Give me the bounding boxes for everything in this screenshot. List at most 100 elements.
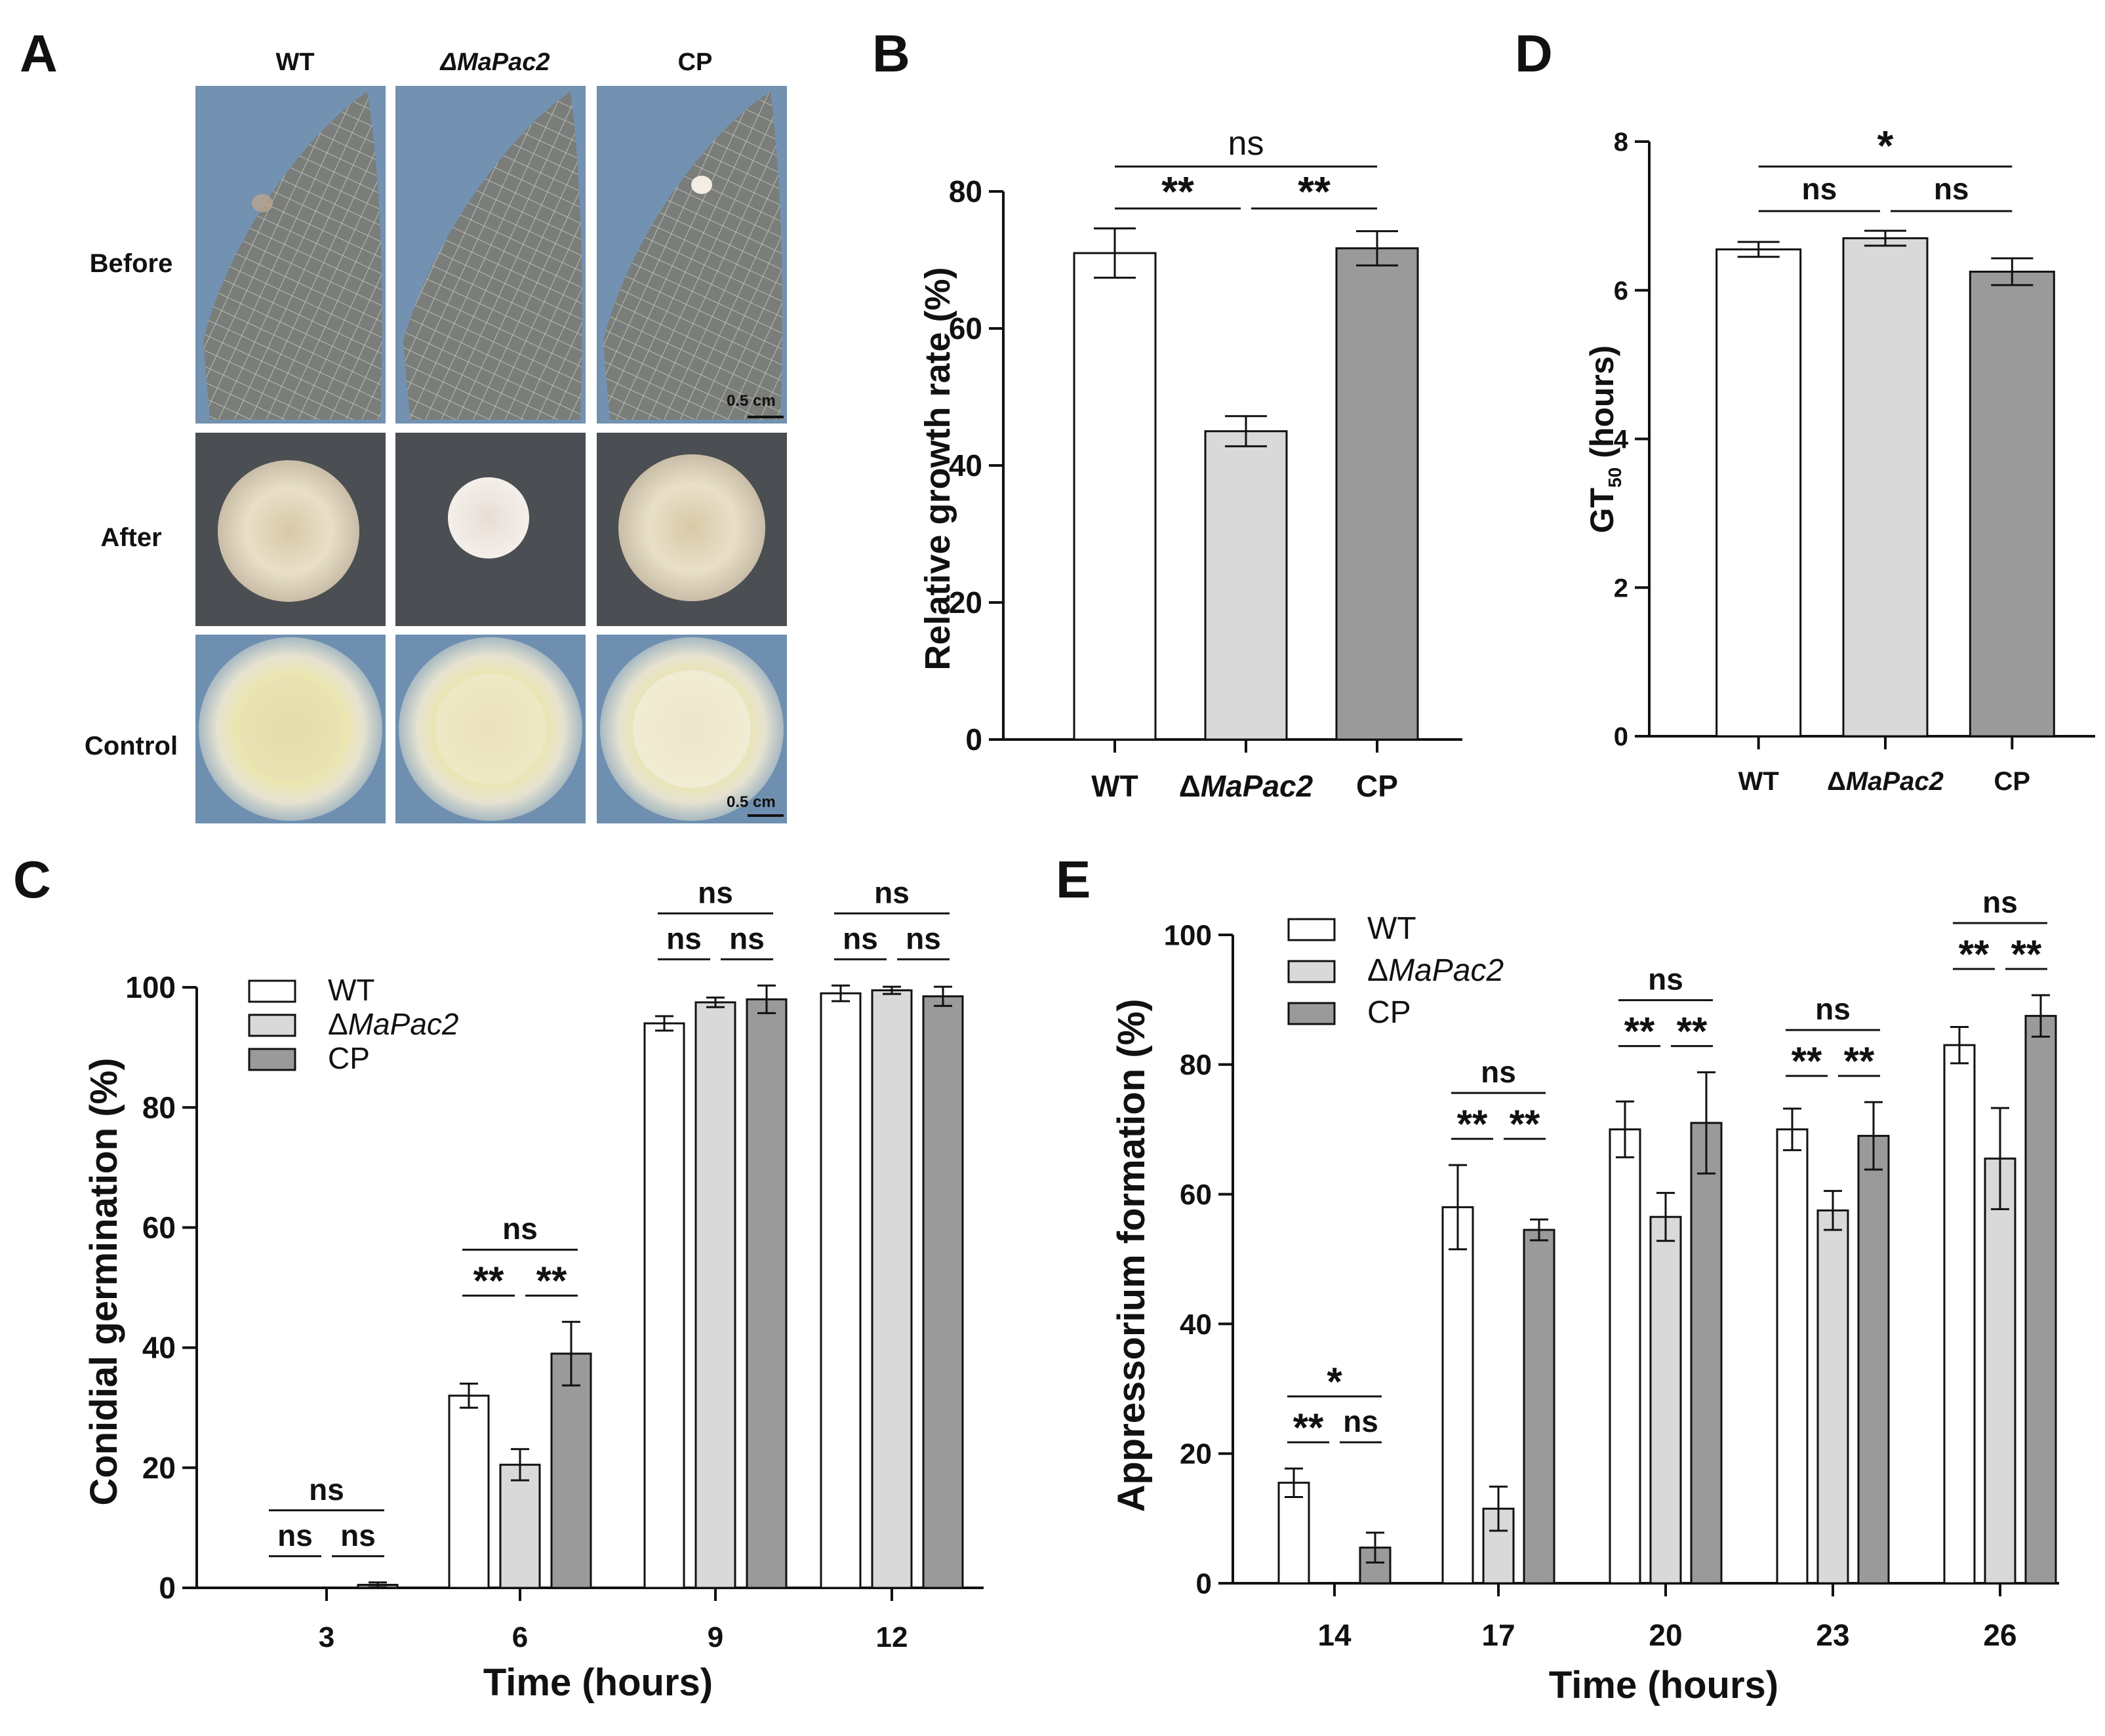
control-row [195, 635, 787, 823]
chart-b-y-axis: 0 20 40 60 80 [949, 174, 1005, 757]
chart-e-legend: WT ΔMaPac2 CP [1287, 911, 1504, 1030]
chart-c-error-bar [883, 985, 901, 995]
chart-b-y-label: Relative growth rate (%) [918, 267, 957, 670]
chart-e-error-bar [1697, 1071, 1715, 1175]
chart-d-sig-label: ns [1934, 172, 1969, 206]
chart-e-sig-label: ** [1510, 1102, 1540, 1146]
chart-e-y-tick-label: 100 [1164, 919, 1212, 951]
chart-c-bar [871, 989, 913, 1589]
chart-e-error-bar [1656, 1192, 1675, 1242]
chart-e-sig-label: ** [1677, 1010, 1708, 1054]
chart-d-y-tick-label: 2 [1614, 574, 1628, 602]
chart-e-sig-label: ** [1844, 1039, 1875, 1083]
chart-d-sig-label: ns [1801, 172, 1837, 206]
chart-c-sig-label: ns [843, 921, 878, 955]
chart-d-y-tick-label: 8 [1614, 128, 1628, 157]
chart-c-bar [922, 995, 964, 1589]
chart-c-sig-label: ns [698, 875, 733, 909]
chart-e-y-axis: 0 20 40 60 80 100 [1164, 919, 1234, 1600]
chart-b-y-tick-label: 0 [965, 722, 982, 757]
chart-c-sig-label: ns [874, 875, 910, 909]
chart-c-x-label: Time (hours) [483, 1661, 713, 1704]
panel-label-d: D [1515, 24, 1553, 83]
chart-c-bar [820, 992, 862, 1589]
chart-e-error-bar [1783, 1107, 1801, 1151]
chart-c-x-tick-label: 12 [876, 1621, 908, 1653]
chart-c-error-bar [562, 1320, 580, 1387]
chart-d-y-axis: 0 2 4 6 8 [1614, 128, 1651, 751]
chart-c-x-tick-label: 6 [512, 1621, 528, 1653]
chart-c-sig-label: ** [536, 1259, 567, 1303]
chart-e-sig-label: ** [1959, 932, 1990, 976]
chart-e-error-bar [1530, 1218, 1548, 1242]
chart-e-sig-label: ** [1792, 1039, 1822, 1083]
chart-e-x-tick-label: 20 [1649, 1618, 1682, 1652]
chart-e-sig-label: ns [1481, 1055, 1516, 1089]
chart-e-sig-label: ** [1293, 1406, 1324, 1450]
chart-c-sig-label: ns [729, 921, 765, 955]
chart-b-x-tick-label: ΔMaPac2 [1179, 769, 1313, 803]
chart-e-y-tick-label: 0 [1196, 1568, 1212, 1600]
chart-c-y-tick-label: 40 [142, 1331, 176, 1365]
chart-e-error-bar [1489, 1486, 1508, 1532]
photo-column-header: CP [677, 49, 713, 76]
chart-e-bar [1943, 1044, 1976, 1585]
chart-e-bar [1609, 1128, 1641, 1585]
chart-e-error-bar [1864, 1101, 1883, 1171]
before-row [195, 86, 787, 424]
chart-e-y-tick-label: 60 [1180, 1179, 1212, 1211]
chart-d-bar [1715, 248, 1802, 738]
panel-label-a: A [20, 24, 58, 83]
chart-e-sig-label: ** [1624, 1010, 1655, 1054]
chart-c-sig-label: ns [666, 921, 702, 955]
chart-e-bar [1690, 1122, 1723, 1585]
chart-c-legend-label: CP [328, 1041, 370, 1075]
chart-c-bar [499, 1463, 541, 1589]
photo-grid-graphic [195, 86, 787, 823]
panel-label-e: E [1056, 850, 1091, 909]
chart-c-y-label: Conidial germination (%) [83, 1057, 125, 1505]
chart-b: WT ΔMaPac2 CP ns ** ** Relative growth rate (%… [918, 125, 1462, 803]
chart-e-error-bar [1285, 1467, 1303, 1498]
chart-d-x-tick-label: WT [1738, 767, 1779, 796]
chart-e-legend-swatch [1287, 960, 1336, 983]
chart-e-x-label: Time (hours) [1549, 1664, 1778, 1706]
chart-e-sig-label: ns [1343, 1404, 1378, 1438]
chart-c-bar [746, 998, 788, 1589]
chart-e-sig-label: ns [1815, 992, 1851, 1026]
chart-c-y-tick-label: 60 [142, 1211, 176, 1245]
photo-row-header: Before [89, 249, 173, 278]
chart-e-error-bar [2032, 994, 2050, 1038]
photo-column-header: WT [275, 49, 315, 76]
chart-e-sig-label: ns [1982, 885, 2018, 919]
panel-label-c: C [13, 850, 51, 909]
chart-e-sig-label: ns [1648, 962, 1683, 996]
chart-d-y-tick-label: 4 [1614, 425, 1629, 454]
chart-b-sig-label: ns [1228, 125, 1264, 163]
chart-d-bar [1842, 237, 1929, 738]
chart-e-error-bar [1824, 1190, 1842, 1231]
chart-c-y-tick-label: 0 [159, 1571, 176, 1605]
chart-d-error-bar [1864, 229, 1906, 247]
photo-row-header: Control [84, 732, 178, 760]
chart-e-y-tick-label: 20 [1180, 1438, 1212, 1470]
chart-c-sig-label: ** [473, 1259, 504, 1303]
chart-c-error-bar [832, 984, 850, 1002]
scale-bar-label: 0.5 cm [727, 392, 776, 410]
chart-b-x-tick-label: WT [1091, 769, 1138, 803]
chart-e-error-bar [1991, 1107, 2009, 1210]
photo-row-header: After [100, 523, 162, 552]
chart-e-y-tick-label: 40 [1180, 1309, 1212, 1341]
chart-e-bar [1776, 1128, 1809, 1585]
chart-c-sig-label: ns [277, 1518, 313, 1552]
chart-d-y-label: GT50 (hours) [1584, 345, 1625, 534]
chart-e-bar [1857, 1135, 1890, 1585]
chart-e-error-bar [1616, 1100, 1634, 1158]
chart-c-y-tick-label: 100 [125, 970, 176, 1004]
chart-e-bar [1359, 1547, 1392, 1585]
chart-c-error-bar [757, 984, 776, 1014]
chart-e-error-bar [1366, 1531, 1384, 1564]
chart-e-error-bar [1449, 1164, 1467, 1251]
